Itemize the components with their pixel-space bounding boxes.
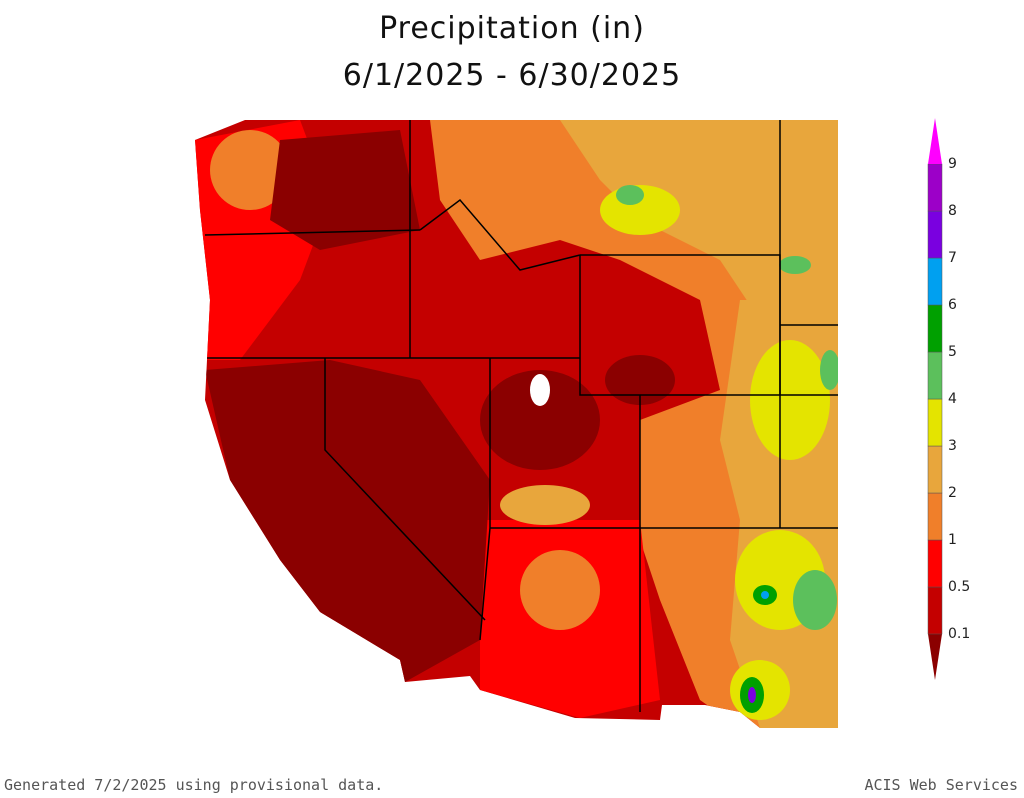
legend-swatch [927,257,943,306]
legend-label: 2 [948,485,957,501]
legend-swatch [927,539,943,588]
legend-label: 6 [948,297,957,313]
date-range: 6/1/2025 - 6/30/2025 [343,58,681,93]
legend-swatch [927,351,943,400]
legend-label: 3 [948,438,957,454]
color-legend: 0.1 0.5 1 2 3 4 5 6 7 8 9 [927,118,970,680]
footer-note: Generated 7/2/2025 using provisional dat… [4,776,383,794]
legend-swatch [928,634,942,680]
legend-label: 5 [948,344,957,360]
legend-label: 8 [948,203,957,219]
legend-label: 7 [948,250,957,266]
legend-label: 9 [948,156,957,172]
legend-swatch [928,118,942,164]
legend-label: 0.5 [948,579,970,595]
legend-swatch [927,163,943,212]
legend-swatch [927,492,943,541]
legend-label: 4 [948,391,957,407]
legend-label: 0.1 [948,626,970,642]
legend-swatch [927,304,943,353]
precip-map [195,120,838,728]
legend-swatch [927,210,943,259]
legend-swatch [927,586,943,635]
title: Precipitation (in) [379,11,645,46]
legend-swatch [927,445,943,494]
footer-credit: ACIS Web Services [864,776,1018,794]
legend-swatch [927,398,943,447]
legend-label: 1 [948,532,957,548]
